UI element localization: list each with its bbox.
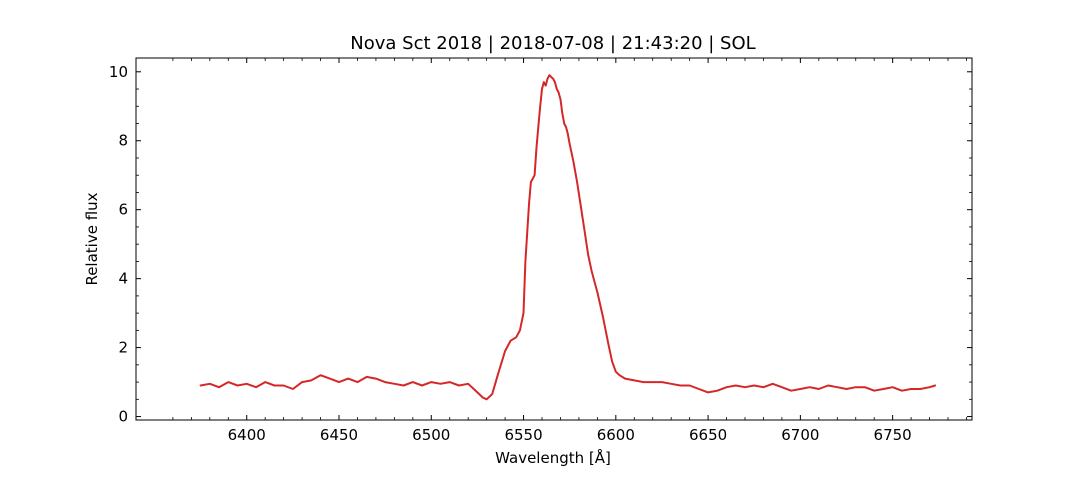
- y-axis-label: Relative flux: [83, 192, 101, 285]
- y-tick-label: 8: [118, 132, 128, 150]
- y-tick-label: 6: [118, 201, 128, 219]
- series-layer: [199, 74, 937, 401]
- x-tick-label: 6450: [320, 426, 358, 444]
- x-tick-label: 6650: [689, 426, 727, 444]
- y-tick-label: 4: [118, 270, 128, 288]
- chart-title: Nova Sct 2018 | 2018-07-08 | 21:43:20 | …: [350, 33, 755, 54]
- x-axis-label: Wavelength [Å]: [495, 448, 611, 467]
- series-line: [199, 74, 937, 401]
- x-tick-label: 6600: [597, 426, 635, 444]
- x-tick-label: 6700: [781, 426, 819, 444]
- x-tick-label: 6400: [228, 426, 266, 444]
- y-tick-label: 0: [118, 408, 128, 426]
- x-tick-label: 6750: [874, 426, 912, 444]
- y-tick-label: 2: [118, 339, 128, 357]
- x-tick-label: 6500: [412, 426, 450, 444]
- plot-frame: [135, 57, 973, 421]
- x-tick-label: 6550: [504, 426, 542, 444]
- y-tick-label: 10: [109, 63, 128, 81]
